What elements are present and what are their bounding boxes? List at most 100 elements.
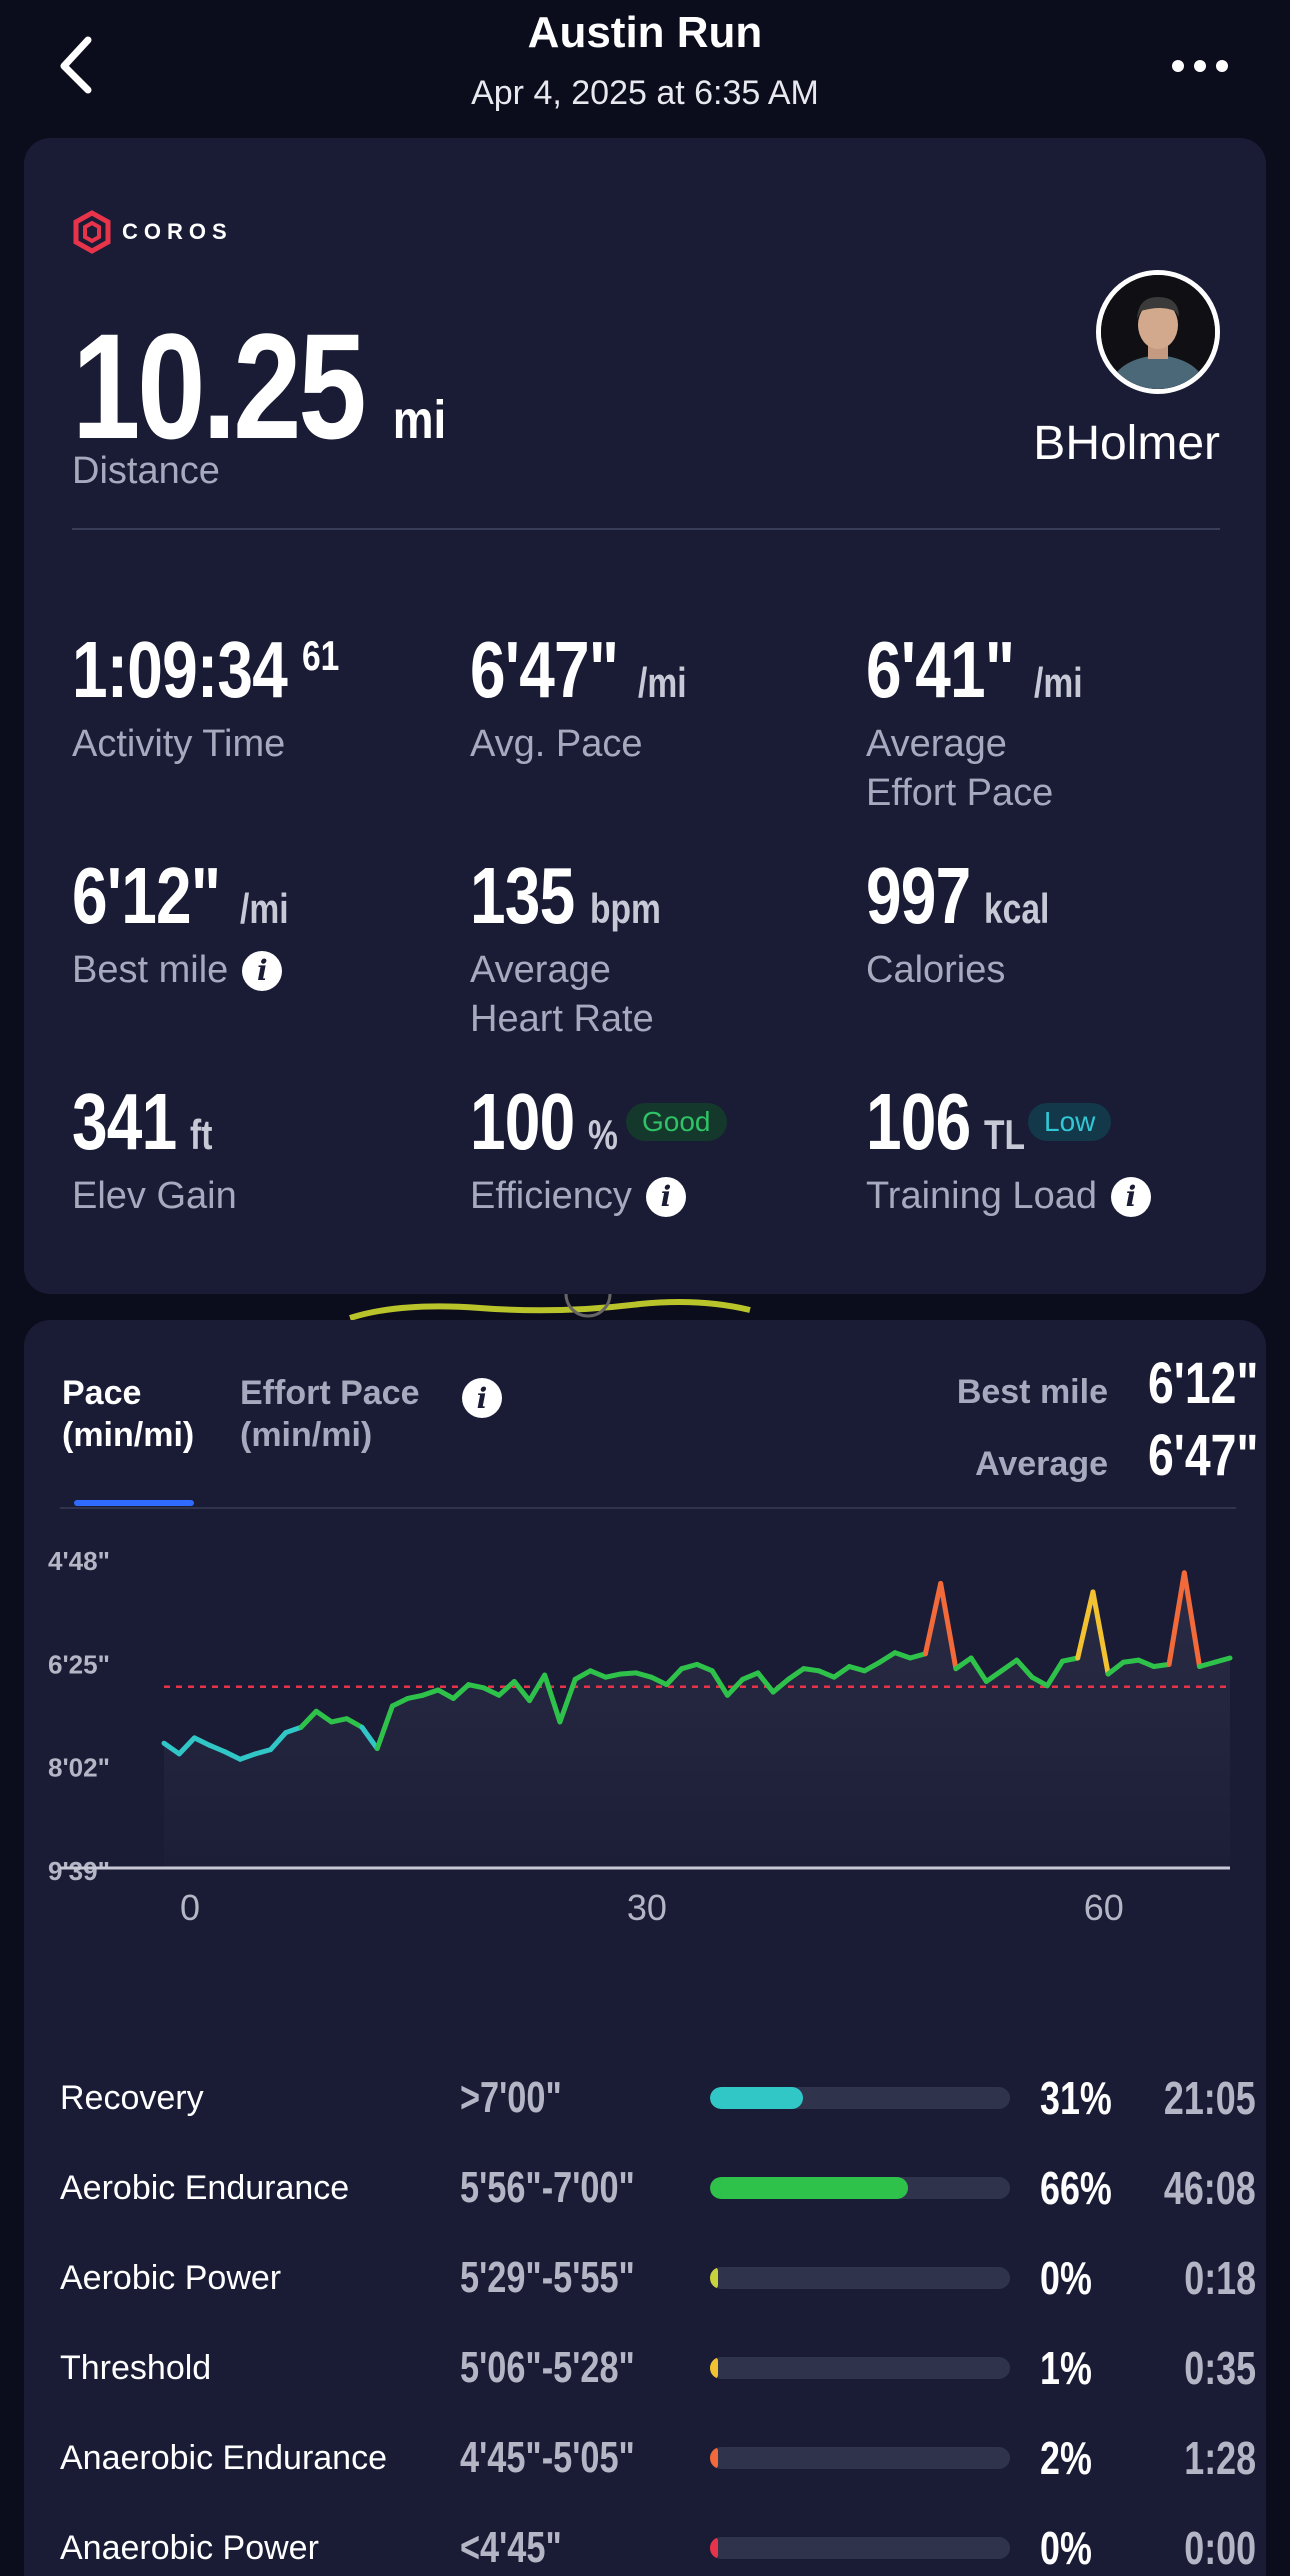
zone-time: 21:05 [1164, 2072, 1256, 2124]
stat-value: 6'41" [866, 625, 1015, 714]
stat-label: Calories [866, 949, 1006, 991]
stat-label: Average Effort Pace [866, 723, 1054, 814]
tab-pace-label: Pace [62, 1374, 142, 1412]
pace-line-segment [831, 1664, 852, 1680]
pace-line-segment [755, 1670, 776, 1695]
pace-analysis-card: Pace (min/mi) Effort Pace (min/mi) i Bes… [24, 1320, 1266, 2576]
y-tick-label: 8'02" [48, 1753, 110, 1783]
stat-value: 1:09:34 [72, 625, 288, 714]
pace-line-segment [801, 1666, 822, 1674]
pace-line-segment [313, 1708, 335, 1725]
info-icon[interactable]: i [1110, 1176, 1151, 1217]
stat-unit: kcal [984, 885, 1050, 932]
pace-line-segment [633, 1670, 654, 1680]
pace-line-segment [862, 1659, 883, 1674]
coros-hexagon-icon [73, 210, 111, 254]
stat-best-mile: 6'12" /mi Best mile i [72, 850, 452, 995]
y-tick-label: 4'48" [48, 1546, 110, 1576]
pace-line-segment [877, 1650, 898, 1665]
pace-line-segment [603, 1671, 624, 1680]
tab-pace[interactable]: Pace (min/mi) [62, 1372, 194, 1456]
zone-name: Recovery [60, 2078, 204, 2117]
zone-pace-range: 5'29"-5'55" [460, 2253, 635, 2302]
pace-line-segment [222, 1749, 243, 1762]
stat-value: 100 [470, 1077, 575, 1166]
stat-label: Best mile [72, 949, 229, 991]
pace-line-segment [329, 1716, 350, 1725]
zone-name: Anaerobic Power [60, 2528, 319, 2567]
stat-label: Elev Gain [72, 1175, 237, 1217]
avatar[interactable] [1096, 270, 1220, 394]
pace-line-segment [176, 1735, 197, 1757]
pace-line-segment [922, 1580, 944, 1657]
zone-percent: 0% [1040, 2522, 1092, 2574]
pace-line-segment [1120, 1657, 1142, 1665]
info-icon[interactable]: i [462, 1378, 502, 1418]
info-icon[interactable]: i [242, 950, 283, 991]
zone-progress-bar [710, 2537, 1010, 2559]
zone-progress-bar [710, 2447, 1010, 2469]
pace-line-segment [389, 1695, 411, 1709]
pace-line-segment [816, 1668, 837, 1680]
stat-value: 341 [72, 1077, 177, 1166]
pace-line-segment [709, 1668, 730, 1698]
pace-line-segment [283, 1724, 304, 1736]
pace-line-segment [450, 1682, 472, 1701]
zone-name: Aerobic Endurance [60, 2168, 350, 2207]
pace-zone-row: Anaerobic Power <4'45" 0% 0:00 [60, 2518, 1256, 2576]
stat-value: 997 [866, 851, 971, 940]
zone-pace-range: 5'56"-7'00" [460, 2163, 635, 2212]
pace-line-segment [542, 1672, 563, 1725]
zone-progress-fill [710, 2087, 803, 2109]
more-options-icon[interactable] [1160, 46, 1240, 86]
pace-line-segment [694, 1661, 715, 1674]
info-icon[interactable]: i [645, 1176, 686, 1217]
pace-line-segment [496, 1678, 517, 1698]
zone-progress-fill [710, 2537, 718, 2559]
pace-line-segment [648, 1674, 670, 1688]
stat-label: Efficiency [470, 1175, 632, 1217]
zone-percent: 66% [1040, 2162, 1112, 2214]
pace-chart[interactable]: 4'48" 6'25" 8'02" 9'39" 0 30 60 [24, 1520, 1266, 2040]
pace-line-segment [572, 1668, 593, 1682]
stat-unit: ft [190, 1111, 213, 1158]
stat-unit: /mi [1034, 659, 1083, 706]
tab-effort-pace-unit: (min/mi) [240, 1416, 373, 1454]
stat-label: Training Load [866, 1175, 1097, 1217]
pace-zone-row: Aerobic Power 5'29"-5'55" 0% 0:18 [60, 2248, 1256, 2308]
stat-label: Average Heart Rate [470, 949, 654, 1040]
training-load-badge: Low [1028, 1103, 1112, 1141]
pace-zone-row: Anaerobic Endurance 4'45"-5'05" 2% 1:28 [60, 2428, 1256, 2488]
x-tick-label: 0 [180, 1887, 200, 1928]
zone-progress-bar [710, 2267, 1010, 2289]
best-mile-value: 6'12" [1148, 1351, 1259, 1416]
pace-line-segment [526, 1672, 548, 1704]
pace-line-segment [344, 1716, 365, 1730]
pace-line-segment [785, 1666, 807, 1682]
zone-pace-range: 4'45"-5'05" [460, 2433, 635, 2482]
pace-line-segment [587, 1668, 609, 1680]
pace-line-segment [1014, 1657, 1035, 1680]
y-tick-label: 6'25" [48, 1649, 110, 1679]
zone-time: 0:35 [1184, 2342, 1256, 2394]
tab-effort-pace[interactable]: Effort Pace (min/mi) [240, 1372, 420, 1456]
pace-line-segment [435, 1687, 456, 1701]
stat-label: Activity Time [72, 723, 286, 765]
pace-line-segment [191, 1735, 213, 1748]
zone-progress-bar [710, 2357, 1010, 2379]
stat-unit: TL [984, 1111, 1026, 1158]
pace-line-segment [1212, 1655, 1233, 1665]
stat-unit: /mi [240, 885, 289, 932]
pace-line-segment [892, 1650, 913, 1661]
x-tick-label: 30 [627, 1887, 667, 1928]
pace-line-segment [466, 1682, 487, 1691]
distance-value-group: 10.25 mi [72, 300, 451, 473]
back-chevron-icon[interactable] [52, 30, 112, 100]
zone-pace-range: 5'06"-5'28" [460, 2343, 635, 2392]
pace-summary: Best mile 6'12" Average 6'47" [957, 1350, 1259, 1494]
zone-name: Threshold [60, 2348, 212, 2387]
username: BHolmer [1033, 417, 1220, 470]
stat-efficiency: 100% Good Efficiency i [470, 1076, 850, 1221]
pace-line-segment [846, 1664, 868, 1674]
zone-name: Aerobic Power [60, 2258, 282, 2297]
